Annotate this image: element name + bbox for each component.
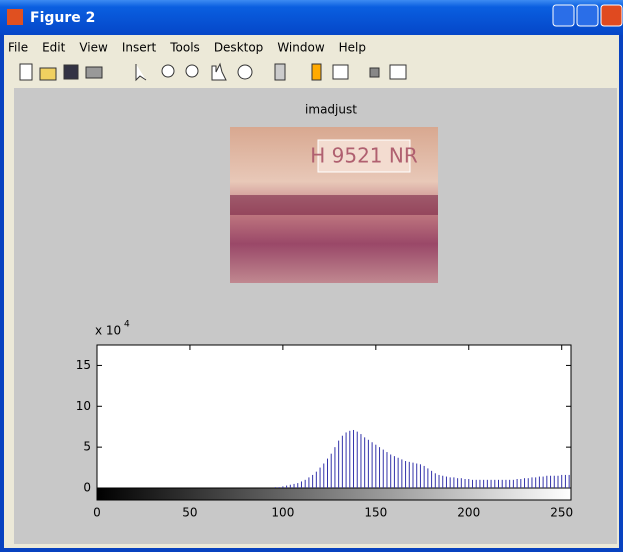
close-button[interactable] — [601, 5, 622, 26]
minimize-button[interactable] — [553, 5, 574, 26]
image-title: imadjust — [305, 103, 357, 117]
data-cursor-icon[interactable] — [275, 64, 285, 80]
toolbar — [20, 64, 406, 80]
y-tick-label: 10 — [76, 399, 91, 413]
x-tick-label: 100 — [271, 506, 294, 520]
y-tick-label: 0 — [83, 481, 91, 495]
menu-item[interactable]: Help — [339, 41, 366, 55]
window-title: Figure 2 — [30, 10, 95, 26]
x-tick-label: 200 — [457, 506, 480, 520]
app-icon — [7, 9, 23, 25]
x-tick-label: 0 — [93, 506, 101, 520]
open-icon[interactable] — [40, 68, 56, 80]
menu-item[interactable]: Tools — [169, 41, 200, 55]
y-tick-label: 5 — [83, 440, 91, 454]
print-icon[interactable] — [86, 67, 102, 78]
rotate-icon[interactable] — [238, 65, 252, 79]
x-tick-label: 50 — [182, 506, 197, 520]
y-multiplier: x 10 — [95, 324, 121, 338]
menu-item[interactable]: Edit — [42, 41, 66, 55]
plate-text: H 9521 NR — [310, 144, 418, 168]
zoom-out-icon[interactable] — [186, 65, 198, 77]
x-tick-label: 150 — [364, 506, 387, 520]
menu-item[interactable]: File — [8, 41, 28, 55]
colorbar — [97, 488, 571, 500]
y-exponent: 4 — [124, 320, 130, 330]
legend-icon[interactable] — [333, 65, 348, 79]
bumper — [230, 195, 438, 215]
page: Figure 2 File Edit View Insert Tools Desktop W… — [0, 0, 623, 552]
figure-window: Figure 2 File Edit View Insert Tools Desktop W… — [0, 0, 623, 552]
hide-tools-icon[interactable] — [370, 68, 379, 77]
y-tick-label: 15 — [76, 358, 91, 372]
menu-item[interactable]: View — [79, 41, 108, 55]
x-tick-label: 250 — [550, 506, 573, 520]
menu-bar: File Edit View Insert Tools Desktop Window Help — [8, 41, 366, 55]
show-tools-icon[interactable] — [390, 65, 406, 79]
maximize-button[interactable] — [577, 5, 598, 26]
colorbar-icon[interactable] — [312, 64, 321, 80]
menu-item[interactable]: Insert — [122, 41, 157, 55]
save-icon[interactable] — [64, 65, 78, 79]
new-icon[interactable] — [20, 64, 32, 80]
menu-item[interactable]: Window — [277, 41, 325, 55]
menu-item[interactable]: Desktop — [214, 41, 264, 55]
zoom-in-icon[interactable] — [162, 65, 174, 77]
plot-area — [97, 345, 571, 488]
